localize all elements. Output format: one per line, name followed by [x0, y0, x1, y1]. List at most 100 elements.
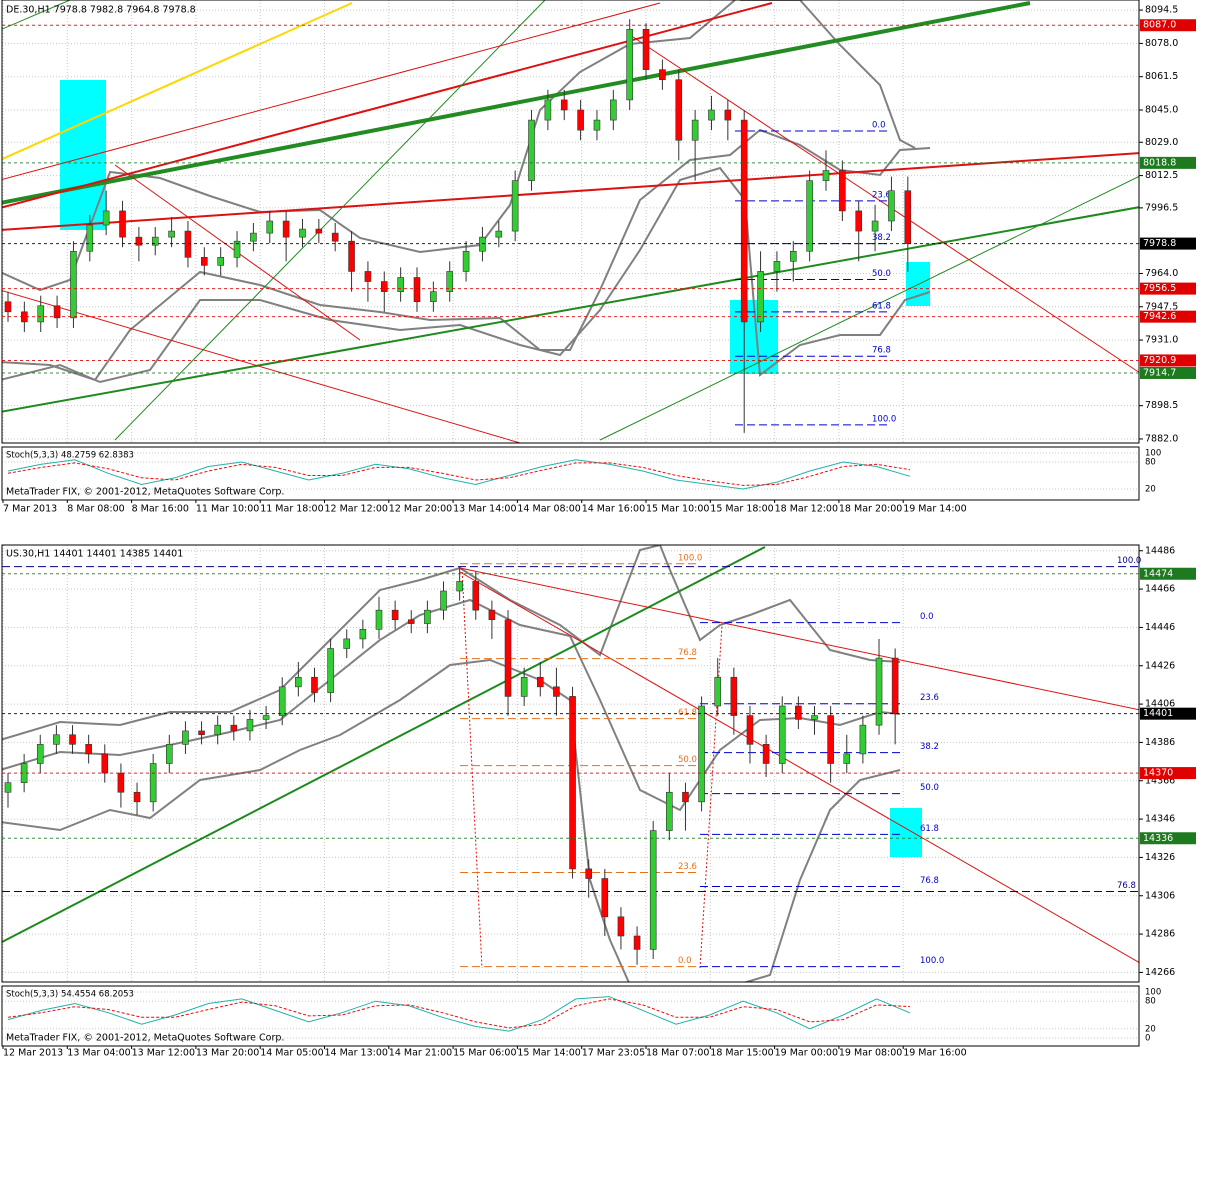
fib-label: 76.8: [1117, 881, 1136, 891]
fib-label: 61.8: [678, 708, 697, 718]
candle-body: [233, 240, 241, 258]
candle-body: [37, 305, 45, 323]
indicator-tick-label: 100: [1145, 988, 1161, 998]
x-tick-label: 15 Mar 18:00: [710, 504, 773, 515]
trendline: [114, 0, 546, 441]
y-tick-label: 14306: [1145, 890, 1175, 901]
trendline: [2, 0, 71, 30]
indicator-tick-label: 20: [1145, 485, 1156, 495]
chart-title: DE.30,H1 7978.8 7982.8 7964.8 7978.8: [6, 5, 196, 16]
candle-body: [633, 935, 641, 950]
candle-body: [53, 305, 61, 319]
candle-body: [691, 119, 699, 141]
fib-label: 23.6: [678, 862, 697, 872]
candle-body: [262, 715, 270, 720]
candle-body: [266, 220, 274, 234]
price-label-box: [1140, 767, 1196, 780]
candle-body: [413, 277, 421, 303]
candle-body: [4, 782, 12, 793]
y-tick-label: 8012.5: [1145, 170, 1178, 181]
indicator-tick-label: 20: [1145, 1024, 1156, 1034]
candle-body: [85, 744, 92, 755]
candle-body: [182, 730, 189, 745]
candle-body: [569, 696, 576, 870]
indicator-title: Stoch(5,3,3) 48.2759 62.8383: [6, 451, 134, 461]
indicator-tick-label: 80: [1145, 458, 1156, 468]
candle-body: [430, 291, 437, 303]
price-label-box: [1140, 282, 1196, 295]
y-tick-label: 8061.5: [1145, 71, 1178, 82]
x-tick-label: 13 Mar 20:00: [196, 1048, 259, 1059]
stoch-line: [7, 462, 911, 486]
trendline: [459, 571, 1139, 964]
candle-body: [642, 28, 650, 70]
candle-body: [299, 228, 306, 238]
candle-body: [149, 763, 157, 803]
candle-body: [528, 119, 535, 181]
y-tick-label: 14326: [1145, 852, 1175, 863]
price-label: 7920.9: [1143, 355, 1176, 366]
candle-body: [585, 868, 592, 879]
price-label-box: [1140, 707, 1196, 720]
x-tick-label: 12 Mar 20:00: [389, 504, 452, 515]
candle-body: [102, 210, 110, 226]
plot-frame: [1, 544, 1140, 983]
candle-body: [553, 686, 560, 697]
trendline: [2, 2, 353, 161]
y-tick-label: 7898.5: [1145, 400, 1178, 411]
x-tick-label: 18 Mar 07:00: [646, 1048, 709, 1059]
y-tick-label: 14346: [1145, 814, 1175, 825]
x-tick-label: 15 Mar 14:00: [517, 1048, 580, 1059]
trendline: [2, 1, 1031, 205]
candle-body: [789, 250, 797, 262]
x-tick-label: 14 Mar 05:00: [260, 1048, 323, 1059]
candle-body: [184, 230, 192, 258]
x-tick-label: 14 Mar 13:00: [325, 1048, 388, 1059]
candle-body: [666, 791, 673, 831]
price-label-box: [1140, 156, 1196, 169]
candle-body: [904, 190, 912, 244]
candle-body: [724, 109, 732, 121]
fib-label: 0.0: [678, 956, 692, 966]
candle-body: [250, 232, 257, 242]
candle-body: [375, 609, 383, 630]
price-label-box: [1140, 832, 1196, 845]
x-tick-label: 12 Mar 2013: [3, 1048, 63, 1059]
candle-body: [730, 676, 738, 716]
fib-label: 50.0: [678, 755, 697, 765]
x-tick-label: 15 Mar 10:00: [646, 504, 709, 515]
y-tick-label: 7931.0: [1145, 335, 1178, 346]
x-tick-label: 17 Mar 23:05: [582, 1048, 645, 1059]
candle-body: [659, 69, 666, 81]
candle-body: [391, 609, 399, 621]
drawing-objects: [2, 0, 1139, 982]
candle-body: [315, 228, 323, 234]
fib-label: 76.8: [678, 648, 697, 658]
candle-body: [871, 220, 879, 232]
y-tick-label: 14446: [1145, 622, 1175, 633]
candle-body: [36, 744, 44, 764]
y-tick-label: 14386: [1145, 737, 1175, 748]
x-tick-label: 18 Mar 12:00: [775, 504, 838, 515]
candle-body: [839, 170, 846, 212]
candle-body: [757, 271, 764, 323]
y-tick-label: 7996.5: [1145, 202, 1178, 213]
fib-label: 61.8: [872, 301, 891, 311]
candle-body: [488, 609, 496, 621]
y-tick-label: 7882.0: [1145, 433, 1178, 444]
fib-label: 38.2: [920, 742, 939, 752]
candle-body: [577, 109, 584, 131]
candle-body: [762, 744, 770, 764]
fib-label: 100.0: [872, 414, 896, 424]
x-tick-label: 13 Mar 12:00: [132, 1048, 195, 1059]
indicator-tick-label: 100: [1145, 449, 1161, 459]
fib-label: 23.6: [872, 190, 891, 200]
candle-body: [331, 232, 339, 242]
x-tick-label: 14 Mar 21:00: [389, 1048, 452, 1059]
candle-body: [560, 99, 568, 111]
candle-body: [119, 210, 126, 238]
candle-body: [746, 715, 754, 745]
candle-body: [295, 676, 302, 688]
x-tick-label: 14 Mar 16:00: [582, 504, 645, 515]
fib-label: 0.0: [920, 612, 934, 622]
